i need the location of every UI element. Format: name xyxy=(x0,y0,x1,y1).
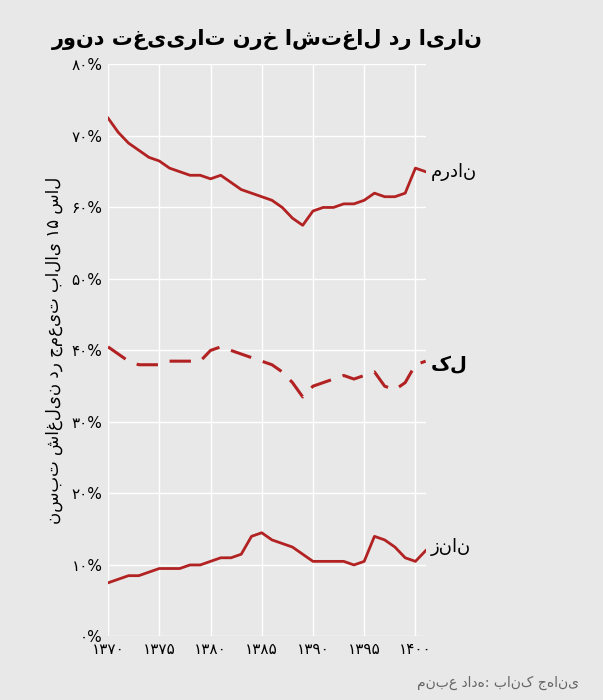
Text: منبع داده: بانک جهانی: منبع داده: بانک جهانی xyxy=(417,675,579,690)
Y-axis label: نسبت شاغلین در جمعیت بالای ۱۵ سال: نسبت شاغلین در جمعیت بالای ۱۵ سال xyxy=(45,177,63,524)
Text: کل: کل xyxy=(431,355,468,374)
Text: زنان: زنان xyxy=(431,538,471,556)
Text: مردان: مردان xyxy=(431,162,477,181)
Title: روند تغییرات نرخ اشتغال در ایران: روند تغییرات نرخ اشتغال در ایران xyxy=(51,29,482,50)
